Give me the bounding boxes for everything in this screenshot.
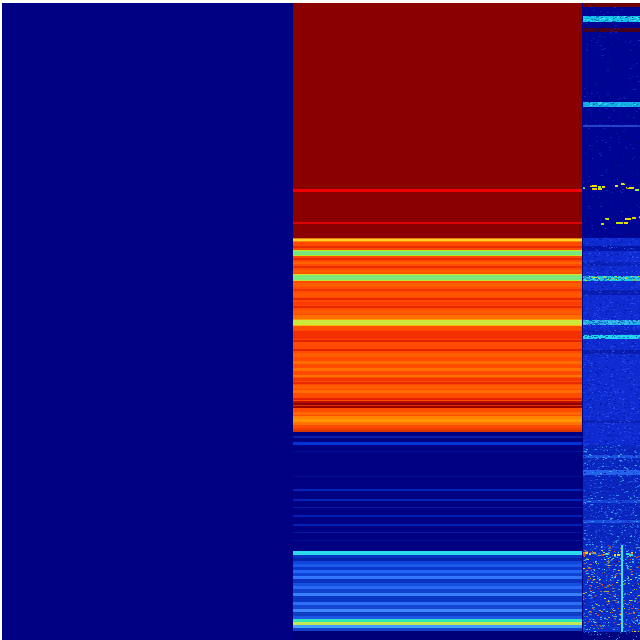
heatmap-canvas (0, 0, 640, 640)
heatmap-figure (0, 0, 640, 640)
